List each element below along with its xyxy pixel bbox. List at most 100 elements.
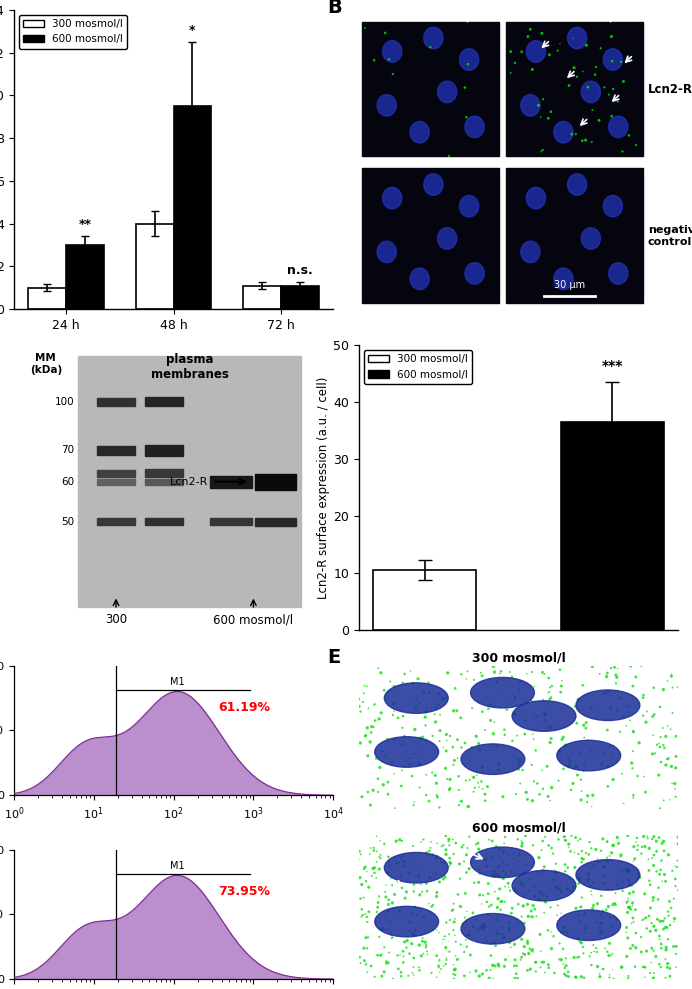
Point — [627, 898, 638, 914]
Point — [357, 877, 368, 893]
Point — [544, 684, 555, 700]
Point — [421, 883, 432, 899]
Point — [651, 844, 662, 859]
Point — [378, 777, 389, 793]
Point — [403, 968, 414, 984]
Point — [616, 959, 627, 975]
Point — [446, 903, 457, 919]
Point — [573, 949, 584, 965]
Point — [356, 789, 367, 805]
Point — [632, 838, 644, 854]
Point — [539, 964, 550, 980]
Point — [450, 680, 461, 696]
Point — [477, 921, 489, 937]
Point — [422, 946, 433, 962]
Point — [407, 965, 418, 981]
Point — [539, 712, 550, 728]
Point — [592, 958, 603, 974]
Point — [522, 936, 533, 951]
Point — [606, 918, 617, 934]
Point — [619, 709, 630, 725]
Point — [657, 873, 668, 889]
Point — [509, 55, 520, 71]
Point — [537, 863, 548, 879]
Text: *: * — [189, 24, 196, 37]
Point — [673, 830, 684, 846]
Point — [368, 840, 379, 855]
Point — [489, 868, 500, 884]
Point — [471, 767, 482, 783]
Point — [371, 844, 382, 859]
Point — [570, 969, 581, 985]
Point — [384, 859, 395, 875]
Point — [488, 971, 499, 987]
Point — [485, 962, 496, 978]
Point — [623, 49, 634, 65]
Point — [502, 857, 513, 873]
Point — [462, 904, 473, 920]
Ellipse shape — [554, 268, 573, 290]
Point — [612, 702, 623, 718]
Point — [566, 828, 577, 844]
Point — [567, 31, 579, 46]
Point — [456, 667, 467, 682]
Point — [402, 933, 413, 948]
Ellipse shape — [527, 187, 545, 209]
Point — [509, 937, 520, 952]
Point — [547, 846, 558, 861]
Point — [463, 927, 474, 943]
Point — [546, 779, 557, 795]
Point — [421, 944, 432, 959]
Point — [610, 885, 621, 901]
Point — [483, 886, 494, 902]
Point — [431, 849, 442, 864]
Point — [608, 738, 619, 754]
Point — [628, 839, 639, 854]
Point — [655, 862, 666, 878]
Point — [535, 944, 546, 959]
Point — [399, 854, 410, 869]
Point — [511, 786, 522, 802]
Point — [419, 684, 430, 700]
Point — [482, 894, 493, 910]
Point — [570, 127, 581, 142]
Point — [431, 947, 442, 963]
Point — [363, 904, 374, 920]
Point — [375, 665, 386, 680]
Point — [666, 775, 677, 791]
Point — [383, 865, 394, 881]
Point — [664, 960, 675, 976]
Point — [556, 732, 567, 748]
Ellipse shape — [383, 187, 402, 209]
Point — [506, 905, 517, 921]
Point — [552, 907, 563, 923]
Point — [505, 44, 516, 59]
Ellipse shape — [471, 847, 534, 877]
Point — [428, 897, 439, 913]
Ellipse shape — [377, 241, 397, 263]
Point — [552, 43, 563, 58]
Ellipse shape — [375, 737, 439, 767]
Point — [641, 944, 652, 959]
Point — [513, 762, 525, 777]
Point — [570, 698, 581, 714]
Point — [644, 841, 655, 856]
Bar — [373, 570, 476, 630]
Text: M1: M1 — [170, 861, 185, 871]
Point — [618, 73, 629, 89]
Point — [502, 875, 513, 891]
Point — [631, 830, 642, 846]
Point — [579, 763, 590, 778]
Point — [538, 954, 549, 970]
Point — [441, 950, 452, 966]
Point — [614, 690, 625, 706]
Point — [655, 936, 666, 951]
Point — [376, 705, 387, 721]
Point — [427, 728, 438, 744]
Point — [617, 143, 628, 159]
Point — [507, 900, 518, 916]
Point — [579, 717, 590, 733]
Point — [354, 691, 365, 707]
Point — [630, 835, 641, 851]
Point — [362, 941, 373, 956]
